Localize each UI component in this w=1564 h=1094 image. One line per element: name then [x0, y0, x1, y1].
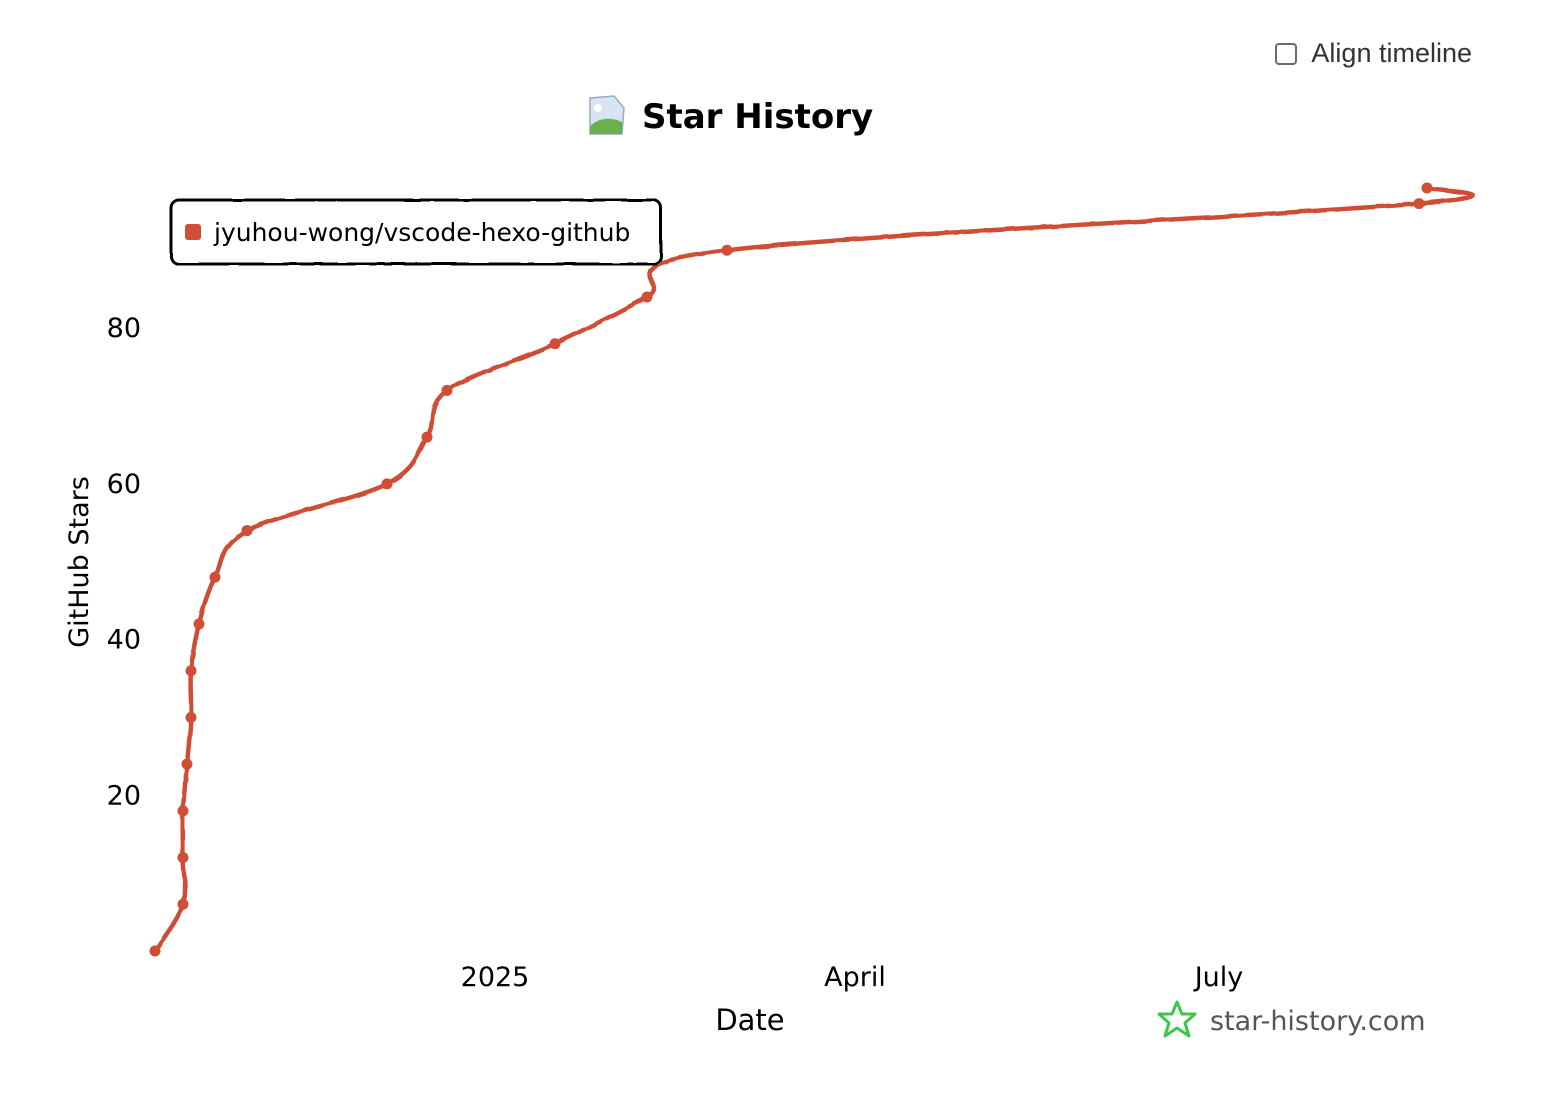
watermark-text: star-history.com [1210, 1006, 1426, 1037]
series-point[interactable] [177, 898, 189, 910]
series-points [149, 182, 1433, 957]
y-tick-label: 20 [107, 780, 141, 811]
y-tick-label: 80 [107, 313, 141, 344]
series-point[interactable] [209, 571, 221, 583]
series-point[interactable] [181, 758, 193, 770]
watermark: star-history.com [1157, 1000, 1426, 1038]
series-point[interactable] [549, 338, 561, 350]
chart-title: Star History [642, 97, 873, 137]
legend-swatch [185, 224, 201, 240]
series-point[interactable] [241, 525, 253, 537]
series-point[interactable] [441, 384, 453, 396]
series-point[interactable] [641, 291, 653, 303]
series-point[interactable] [1413, 198, 1425, 210]
x-tick-labels: 2025 April July [461, 962, 1244, 993]
x-tick-label: July [1193, 962, 1244, 993]
series-point[interactable] [185, 711, 197, 723]
title-icon [589, 95, 625, 135]
series-point[interactable] [421, 431, 433, 443]
series-point[interactable] [177, 805, 189, 817]
y-tick-label: 40 [107, 625, 141, 656]
series-point[interactable] [193, 618, 205, 630]
y-tick-label: 60 [107, 469, 141, 500]
series-line [152, 185, 1475, 954]
legend-label: jyuhou-wong/vscode-hexo-github [213, 218, 630, 247]
x-axis-label: Date [715, 1003, 784, 1037]
y-tick-labels: 20 40 60 80 [107, 313, 141, 811]
series-point[interactable] [721, 244, 733, 256]
align-timeline-toggle[interactable]: Align timeline [1275, 38, 1472, 69]
series-point[interactable] [149, 945, 161, 957]
x-tick-label: April [824, 962, 886, 993]
legend: jyuhou-wong/vscode-hexo-github [169, 198, 663, 266]
align-timeline-label: Align timeline [1311, 38, 1472, 68]
x-tick-label: 2025 [461, 962, 530, 993]
series-point[interactable] [381, 478, 393, 490]
star-icon [1157, 1000, 1197, 1038]
series-point[interactable] [177, 852, 189, 864]
series-point[interactable] [185, 665, 197, 677]
y-axis-label: GitHub Stars [64, 476, 95, 648]
align-timeline-checkbox[interactable] [1275, 42, 1298, 65]
series-point[interactable] [1421, 182, 1433, 194]
